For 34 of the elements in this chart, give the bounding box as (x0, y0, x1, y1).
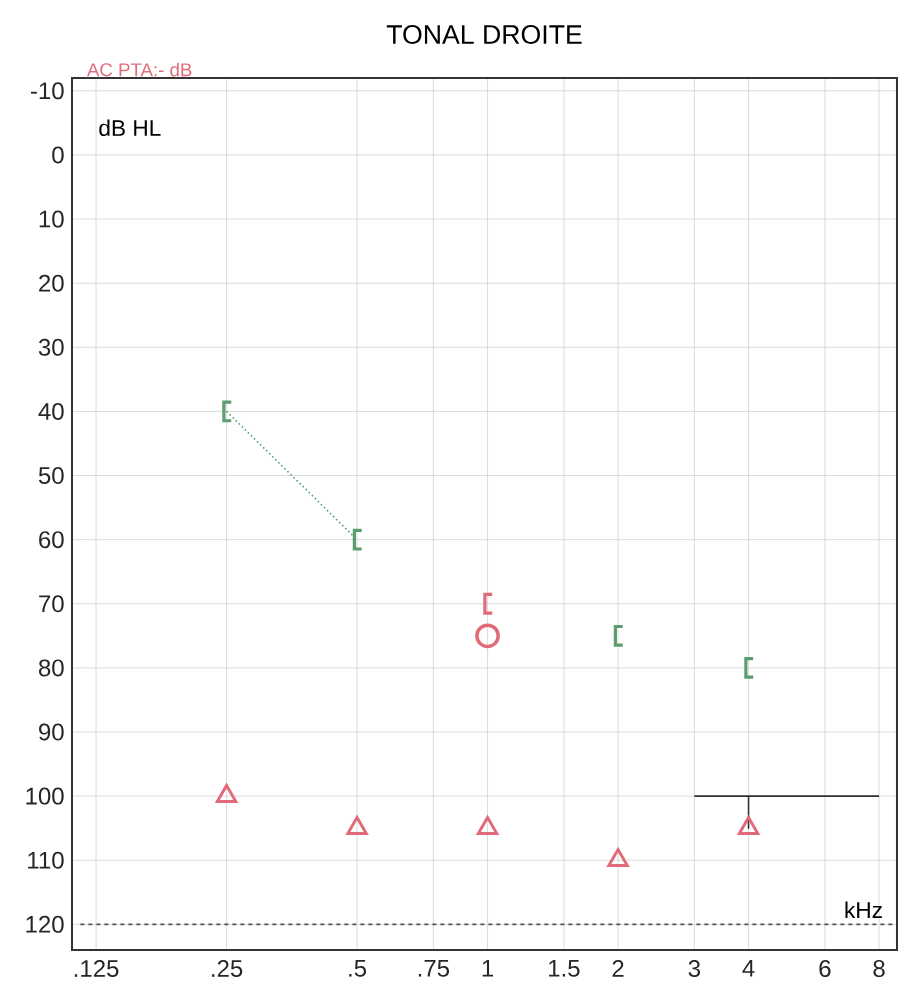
y-tick-label: 30 (38, 338, 64, 356)
chart-title: TONAL DROITE (386, 25, 582, 44)
x-tick-label: 6 (819, 960, 831, 978)
x-tick-label: .25 (212, 960, 243, 978)
y-tick-label: 50 (38, 467, 64, 485)
y-tick-label: 120 (26, 915, 64, 933)
y-tick-label: -10 (31, 82, 64, 100)
x-tick-label: 1 (482, 960, 494, 977)
y-tick-label: 60 (39, 531, 64, 549)
point (346, 816, 368, 835)
x-tick-label: 2 (612, 960, 624, 977)
x-tick-label: .5 (349, 960, 367, 977)
annotation: kHz (845, 901, 882, 918)
y-tick-label: 110 (28, 851, 64, 869)
x-tick-label: 4 (742, 960, 755, 977)
point (737, 816, 760, 835)
y-tick-label: 80 (38, 659, 64, 677)
text: AC PTA:- dB (86, 62, 192, 77)
y-tick-label: 40 (38, 402, 64, 420)
y-tick-label: 90 (39, 723, 64, 741)
y-tick-label: 20 (39, 274, 64, 292)
x-tick-label: 3 (688, 960, 701, 978)
point (607, 848, 629, 868)
x-tick-label: .75 (418, 960, 450, 977)
annotation: dB HL (99, 119, 161, 137)
y-tick-label: 100 (26, 787, 64, 805)
y-tick-label: 0 (52, 146, 64, 164)
point (215, 783, 238, 803)
point (476, 816, 499, 835)
y-tick-label: 70 (39, 595, 64, 613)
x-tick-label: .125 (74, 960, 119, 978)
x-tick-label: 1.5 (549, 960, 580, 977)
x-tick-label: 8 (873, 960, 885, 978)
y-tick-label: 10 (39, 210, 64, 228)
